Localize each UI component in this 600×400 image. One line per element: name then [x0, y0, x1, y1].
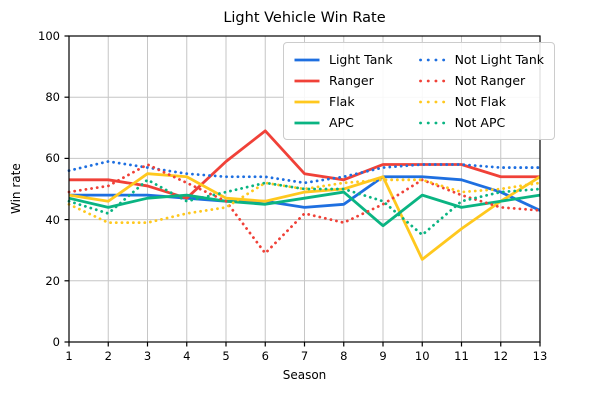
x-tick-label: 10	[414, 349, 430, 363]
x-tick-label: 4	[183, 349, 191, 363]
series-line-flak	[68, 172, 541, 261]
legend-line-sample-dotted	[418, 58, 447, 61]
x-tick-label: 13	[532, 349, 548, 363]
x-tick-label: 2	[104, 349, 112, 363]
y-tick-label: 40	[45, 212, 60, 227]
legend-item-not-light-tank: Not Light Tank	[418, 52, 544, 67]
legend-label: Light Tank	[329, 52, 393, 67]
x-tick-label: 6	[261, 349, 269, 363]
legend-label: Not Flak	[454, 94, 506, 109]
legend-item-light-tank: Light Tank	[293, 52, 393, 67]
x-tick-label: 3	[143, 349, 152, 363]
series-line-not-apc	[67, 178, 542, 237]
y-tick-label: 20	[45, 273, 60, 288]
legend-line-sample-dotted	[418, 100, 447, 103]
legend-item-flak: Flak	[293, 94, 393, 109]
legend-label: Not Ranger	[454, 73, 526, 88]
series-line-light-tank	[69, 175, 541, 212]
legend-line-sample-dotted	[418, 79, 447, 82]
legend-line-sample-solid	[294, 79, 320, 82]
legend-label: Not APC	[454, 115, 506, 130]
legend-label: APC	[329, 115, 354, 130]
series-line-ranger	[69, 129, 540, 200]
x-axis-label: Season	[282, 368, 327, 382]
legend-item-not-ranger: Not Ranger	[418, 73, 544, 88]
legend-label: Not Light Tank	[454, 52, 544, 67]
legend-label: Flak	[329, 94, 355, 109]
legend-line-sample-solid	[294, 100, 320, 103]
series-line-not-ranger	[67, 163, 542, 255]
legend-item-ranger: Ranger	[293, 73, 393, 88]
y-tick-label: 80	[45, 90, 60, 105]
legend-item-apc: APC	[293, 115, 393, 130]
x-tick-label: 9	[379, 349, 387, 363]
legend-item-not-apc: Not APC	[418, 115, 544, 130]
chart-title: Light Vehicle Win Rate	[223, 10, 386, 26]
legend-line-sample-solid	[294, 58, 320, 61]
legend: Light Tank Ranger Flak APC Not Light Tank Not…	[283, 42, 555, 140]
y-tick-label: 100	[38, 29, 60, 43]
legend-item-not-flak: Not Flak	[418, 94, 544, 109]
series-line-apc	[68, 190, 541, 228]
x-tick-label: 12	[493, 349, 509, 363]
legend-line-sample-solid	[294, 121, 320, 124]
x-tick-label: 11	[454, 349, 469, 363]
x-tick-label: 7	[300, 349, 309, 363]
y-axis-label: Win rate	[9, 163, 23, 215]
legend-line-sample-dotted	[418, 121, 447, 124]
x-tick-label: 1	[65, 349, 73, 363]
y-tick-label: 0	[52, 335, 60, 349]
series-line-not-light-tank	[67, 160, 542, 185]
x-tick-label: 8	[340, 349, 348, 363]
legend-label: Ranger	[329, 73, 374, 88]
y-tick-label: 60	[45, 151, 60, 166]
x-tick-label: 5	[222, 349, 230, 363]
